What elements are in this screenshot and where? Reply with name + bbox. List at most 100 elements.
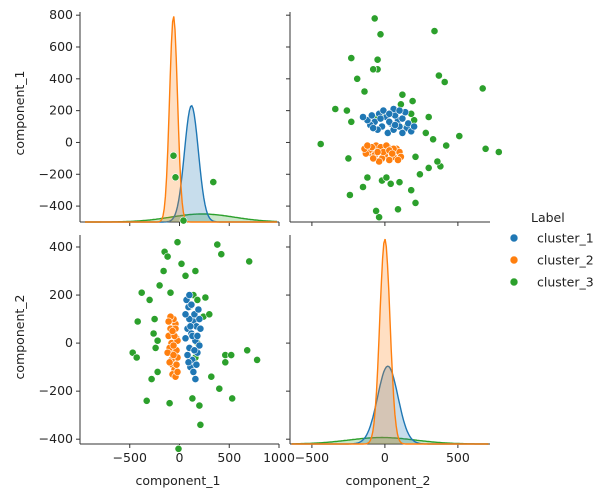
diag-component_1-cluster_1-kde-fill — [85, 105, 277, 222]
legend-marker-cluster_3 — [509, 277, 519, 287]
point-cluster_3-c2-vs-c1 — [345, 191, 354, 199]
point-cluster_3-c2-vs-c1 — [370, 14, 379, 23]
point-cluster_1-c1-vs-c2 — [194, 305, 203, 314]
point-cluster_3-c2-vs-c1 — [331, 105, 340, 113]
diag-component_2-cluster_2-kde-line — [291, 238, 489, 445]
point-cluster_3-c1-vs-c2 — [177, 259, 186, 268]
point-cluster_1-c2-vs-c1 — [376, 114, 385, 123]
point-cluster_2-c2-vs-c1 — [388, 149, 397, 158]
diag-component_1-cluster_2-kde-line — [85, 16, 277, 223]
point-cluster_3-c1-vs-c2 — [193, 295, 202, 304]
point-cluster_3-c2-vs-c1 — [494, 148, 503, 156]
legend-marker-cluster_2 — [509, 255, 519, 265]
diag-component_2-cluster_1-kde-fill — [291, 366, 489, 444]
point-cluster_3-c1-vs-c2 — [147, 375, 156, 383]
point-cluster_3-c1-vs-c2 — [221, 358, 230, 367]
legend-marker-cluster_1 — [509, 233, 519, 243]
legend-label-cluster_1: cluster_1 — [537, 231, 594, 246]
point-cluster_1-c2-vs-c1 — [398, 128, 407, 137]
xlabel-component_2: component_2 — [346, 473, 431, 488]
point-cluster_3-c1-vs-c2 — [209, 178, 218, 186]
point-cluster_3-c1-vs-c2 — [196, 420, 205, 429]
legend-title: Label — [531, 210, 565, 225]
point-cluster_3-c1-vs-c2 — [217, 250, 226, 259]
point-cluster_3-c1-vs-c2 — [165, 399, 174, 408]
point-cluster_2-c2-vs-c1 — [385, 156, 394, 164]
point-cluster_3-c2-vs-c1 — [429, 135, 437, 144]
point-cluster_3-c2-vs-c1 — [382, 173, 391, 182]
point-cluster_3-c2-vs-c1 — [408, 97, 417, 105]
point-cluster_3-c2-vs-c1 — [376, 30, 385, 39]
point-cluster_3-c2-vs-c1 — [372, 206, 380, 215]
point-cluster_3-c2-vs-c1 — [394, 205, 402, 214]
point-cluster_3-c1-vs-c2 — [132, 353, 141, 362]
point-cluster_3-c2-vs-c1 — [411, 152, 420, 161]
col1-bottom-xtick-label: 0 — [176, 450, 184, 465]
point-cluster_3-c1-vs-c2 — [149, 329, 158, 338]
diag-component_2-cluster_2-kde-fill — [291, 239, 489, 444]
point-cluster_2-c1-vs-c2 — [165, 358, 174, 367]
point-cluster_1-c2-vs-c1 — [395, 106, 404, 115]
point-cluster_3-c2-vs-c1 — [396, 100, 405, 109]
point-cluster_3-c2-vs-c1 — [363, 173, 372, 182]
point-cluster_3-c1-vs-c2 — [215, 384, 224, 393]
row2-left-ytick-label: 0 — [65, 335, 73, 350]
row1-left-ytick-label: 400 — [49, 71, 73, 86]
point-cluster_2-c2-vs-c1 — [369, 154, 378, 163]
point-cluster_3-c2-vs-c1 — [373, 55, 382, 64]
row2-left-ytick-label: 200 — [49, 287, 73, 302]
row1-left-ytick-label: 0 — [65, 134, 73, 149]
point-cluster_3-c2-vs-c1 — [424, 163, 433, 172]
point-cluster_3-c2-vs-c1 — [421, 128, 430, 137]
col2-bottom-xtick-label: −500 — [295, 450, 329, 465]
point-cluster_2-c2-vs-c1 — [363, 141, 372, 150]
point-cluster_3-c1-vs-c2 — [253, 355, 261, 364]
point-cluster_3-c2-vs-c1 — [442, 141, 451, 150]
point-cluster_2-c1-vs-c2 — [169, 341, 178, 350]
point-cluster_3-c1-vs-c2 — [174, 444, 183, 453]
point-cluster_3-c2-vs-c1 — [395, 178, 404, 187]
point-cluster_1-c1-vs-c2 — [187, 300, 196, 309]
col1-bottom-xtick-label: 500 — [217, 450, 241, 465]
point-cluster_3-c1-vs-c2 — [207, 372, 216, 381]
point-cluster_3-c1-vs-c2 — [181, 271, 190, 280]
point-cluster_3-c1-vs-c2 — [188, 394, 197, 403]
point-cluster_2-c1-vs-c2 — [173, 367, 182, 376]
point-cluster_3-c2-vs-c1 — [360, 87, 369, 96]
col1-bottom-xtick-label: 1000 — [263, 450, 295, 465]
point-cluster_3-c1-vs-c2 — [191, 267, 200, 275]
point-cluster_1-c1-vs-c2 — [184, 358, 193, 367]
point-cluster_2-c1-vs-c2 — [172, 360, 181, 369]
point-cluster_3-c1-vs-c2 — [153, 336, 162, 345]
point-cluster_1-c2-vs-c1 — [379, 106, 388, 115]
row2-left-ytick-label: −400 — [39, 431, 73, 446]
point-cluster_3-c1-vs-c2 — [227, 351, 236, 359]
point-cluster_1-c2-vs-c1 — [410, 122, 418, 131]
point-cluster_3-c2-vs-c1 — [424, 113, 433, 121]
point-cluster_3-c2-vs-c1 — [407, 186, 416, 195]
point-cluster_3-c2-vs-c1 — [415, 170, 424, 179]
point-cluster_3-c1-vs-c2 — [151, 343, 160, 352]
point-cluster_1-c1-vs-c2 — [195, 315, 204, 323]
point-cluster_3-c1-vs-c2 — [205, 310, 214, 319]
point-cluster_1-c1-vs-c2 — [191, 375, 200, 383]
point-cluster_1-c2-vs-c1 — [359, 113, 367, 121]
point-cluster_3-c2-vs-c1 — [434, 71, 443, 80]
legend-label-cluster_2: cluster_2 — [537, 253, 594, 268]
point-cluster_1-c1-vs-c2 — [183, 351, 192, 359]
point-cluster_1-c2-vs-c1 — [398, 114, 407, 123]
point-cluster_1-c2-vs-c1 — [369, 124, 378, 133]
point-cluster_1-c2-vs-c1 — [385, 109, 394, 118]
point-cluster_3-c1-vs-c2 — [166, 288, 175, 297]
point-cluster_3-c2-vs-c1 — [386, 179, 395, 188]
point-cluster_1-c2-vs-c1 — [367, 111, 376, 120]
point-cluster_3-c2-vs-c1 — [316, 140, 325, 148]
row2-left-ytick-label: 400 — [49, 239, 73, 254]
point-cluster_2-c1-vs-c2 — [168, 327, 177, 335]
point-cluster_3-c2-vs-c1 — [478, 84, 487, 93]
point-cluster_3-c1-vs-c2 — [201, 293, 210, 302]
point-cluster_3-c1-vs-c2 — [245, 257, 254, 266]
point-cluster_3-c1-vs-c2 — [155, 281, 164, 290]
point-cluster_3-c1-vs-c2 — [179, 216, 188, 225]
point-cluster_1-c1-vs-c2 — [185, 291, 194, 299]
